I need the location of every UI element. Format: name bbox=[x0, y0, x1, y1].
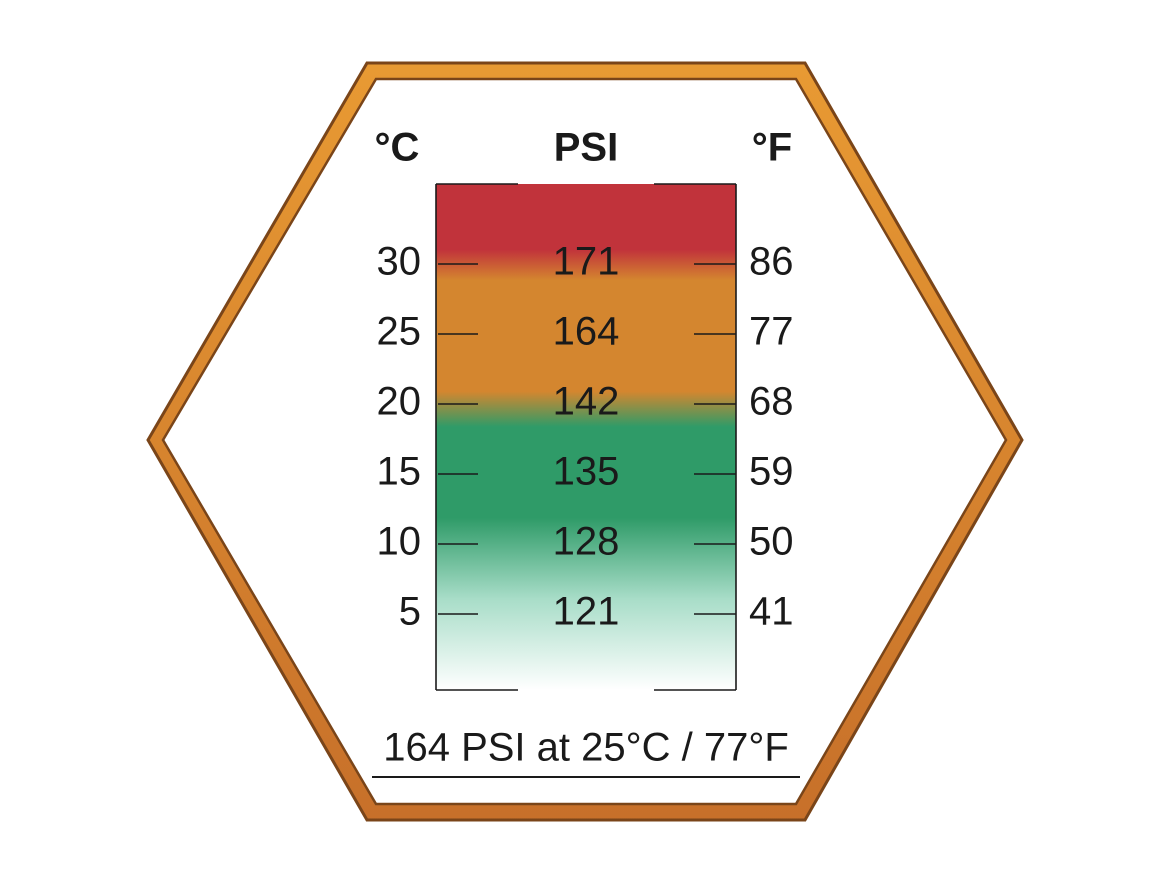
celsius-label: 20 bbox=[377, 380, 422, 424]
fahrenheit-label: 68 bbox=[749, 380, 794, 424]
psi-label: 164 bbox=[553, 310, 620, 354]
celsius-label: 30 bbox=[377, 240, 422, 284]
psi-label: 121 bbox=[553, 590, 620, 634]
fahrenheit-label: 86 bbox=[749, 240, 794, 284]
celsius-header: °C bbox=[375, 126, 420, 170]
psi-header: PSI bbox=[554, 126, 618, 170]
fahrenheit-header: °F bbox=[752, 126, 792, 170]
pressure-gradient bbox=[436, 184, 736, 690]
fahrenheit-label: 77 bbox=[749, 310, 794, 354]
celsius-label: 5 bbox=[399, 590, 421, 634]
fahrenheit-label: 59 bbox=[749, 450, 794, 494]
celsius-label: 15 bbox=[377, 450, 422, 494]
scale-border bbox=[435, 183, 737, 691]
fahrenheit-label: 41 bbox=[749, 590, 794, 634]
footer-note: 164 PSI at 25°C / 77°F bbox=[383, 726, 789, 770]
psi-label: 171 bbox=[553, 240, 620, 284]
celsius-label: 25 bbox=[377, 310, 422, 354]
psi-label: 128 bbox=[553, 520, 620, 564]
psi-label: 135 bbox=[553, 450, 620, 494]
fahrenheit-label: 50 bbox=[749, 520, 794, 564]
psi-label: 142 bbox=[553, 380, 620, 424]
celsius-label: 10 bbox=[377, 520, 422, 564]
